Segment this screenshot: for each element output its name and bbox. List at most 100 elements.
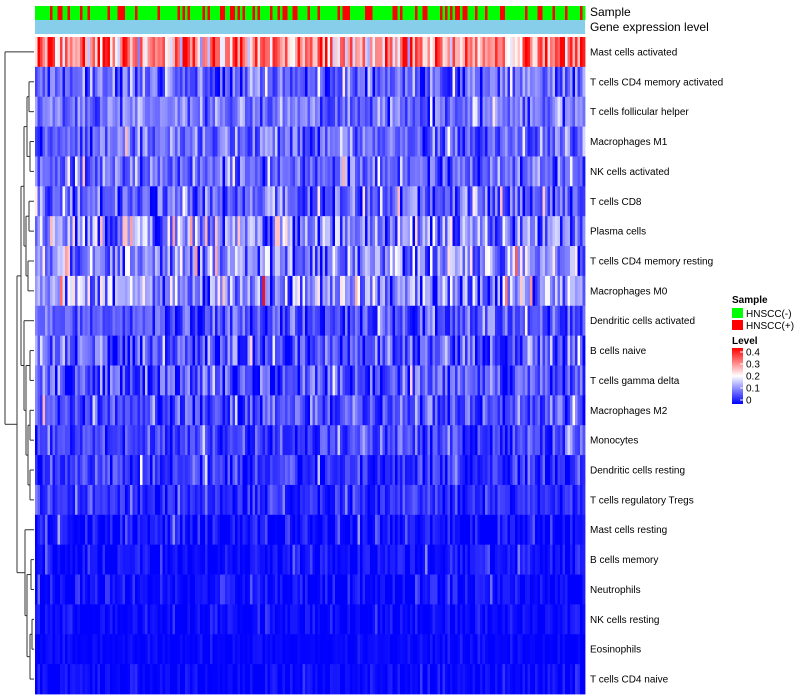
heatmap-cell bbox=[580, 275, 583, 307]
heatmap-cell bbox=[365, 604, 368, 635]
heatmap-cell bbox=[162, 574, 166, 605]
heatmap-cell bbox=[167, 365, 171, 396]
heatmap-cell bbox=[420, 544, 423, 575]
heatmap-cell bbox=[90, 66, 93, 98]
heatmap-cell bbox=[217, 216, 221, 247]
heatmap-cell bbox=[140, 484, 143, 516]
heatmap-cell bbox=[287, 335, 291, 366]
heatmap-cell bbox=[72, 425, 76, 456]
heatmap-cell bbox=[450, 96, 453, 127]
heatmap-cell bbox=[220, 186, 223, 217]
sample-annotation-cell bbox=[107, 6, 111, 20]
heatmap-cell bbox=[537, 514, 541, 546]
heatmap-cell bbox=[422, 634, 426, 665]
heatmap-cell bbox=[472, 395, 476, 426]
heatmap-cell bbox=[412, 604, 416, 635]
heatmap-cell bbox=[537, 275, 541, 307]
heatmap-cell bbox=[442, 574, 446, 605]
heatmap-cell bbox=[532, 156, 536, 187]
heatmap-cell bbox=[532, 544, 536, 575]
heatmap-cell bbox=[385, 544, 388, 575]
heatmap-cell bbox=[535, 37, 538, 68]
heatmap-cell bbox=[190, 275, 193, 307]
heatmap-cell bbox=[85, 365, 88, 396]
heatmap-cell bbox=[155, 246, 158, 277]
heatmap-cell bbox=[345, 574, 348, 605]
heatmap-cell bbox=[92, 514, 96, 546]
heatmap-cell bbox=[37, 216, 41, 247]
heatmap-cell bbox=[565, 186, 568, 217]
heatmap-cell bbox=[347, 246, 351, 277]
heatmap-cell bbox=[370, 246, 373, 277]
heatmap-cell bbox=[240, 96, 243, 127]
heatmap-cell bbox=[290, 425, 293, 456]
heatmap-cell bbox=[70, 156, 73, 187]
heatmap-cell bbox=[72, 186, 76, 217]
sample-annotation-cell bbox=[157, 6, 161, 20]
heatmap-cell bbox=[332, 335, 336, 366]
heatmap-cell bbox=[167, 96, 171, 127]
heatmap-cell bbox=[565, 156, 568, 187]
heatmap-cell bbox=[212, 634, 216, 665]
heatmap-cell bbox=[492, 455, 496, 486]
heatmap-cell bbox=[70, 425, 73, 456]
heatmap-cell bbox=[510, 574, 513, 605]
heatmap-cell bbox=[377, 216, 381, 247]
heatmap-cell bbox=[165, 604, 168, 635]
heatmap-cell bbox=[272, 305, 276, 337]
heatmap-cell bbox=[432, 275, 436, 307]
heatmap-cell bbox=[42, 634, 46, 665]
heatmap-cell bbox=[47, 126, 51, 157]
heatmap-cell bbox=[35, 365, 38, 396]
heatmap-cell bbox=[372, 305, 376, 337]
heatmap-cell bbox=[165, 484, 168, 516]
heatmap-cell bbox=[310, 604, 313, 635]
heatmap-cell bbox=[455, 574, 458, 605]
heatmap-cell bbox=[465, 66, 468, 98]
heatmap-cell bbox=[152, 425, 156, 456]
heatmap-cell bbox=[422, 544, 426, 575]
heatmap-cell bbox=[485, 514, 488, 546]
heatmap-cell bbox=[172, 186, 176, 217]
heatmap-cell bbox=[217, 455, 221, 486]
heatmap-cell bbox=[442, 216, 446, 247]
heatmap-cell bbox=[152, 514, 156, 546]
sample-annotation-cell bbox=[570, 6, 573, 20]
heatmap-cell bbox=[385, 186, 388, 217]
heatmap-cell bbox=[567, 37, 571, 68]
heatmap-cell bbox=[162, 544, 166, 575]
sample-annotation-cell bbox=[180, 6, 183, 20]
heatmap-cell bbox=[325, 365, 328, 396]
heatmap-cell bbox=[555, 365, 558, 396]
heatmap-cell bbox=[382, 604, 386, 635]
heatmap-cell bbox=[362, 216, 366, 247]
heatmap-cell bbox=[452, 216, 456, 247]
heatmap-cell bbox=[447, 604, 451, 635]
heatmap-cell bbox=[105, 544, 108, 575]
heatmap-cell bbox=[130, 574, 133, 605]
heatmap-cell bbox=[267, 604, 271, 635]
heatmap-cell bbox=[535, 365, 538, 396]
heatmap-cell bbox=[105, 634, 108, 665]
heatmap-cell bbox=[35, 544, 38, 575]
heatmap-cell bbox=[552, 96, 556, 127]
heatmap-cell bbox=[137, 484, 141, 516]
sample-annotation-cell bbox=[165, 6, 168, 20]
heatmap-cell bbox=[455, 126, 458, 157]
heatmap-cell bbox=[65, 514, 68, 546]
heatmap-cell bbox=[210, 604, 213, 635]
heatmap-cell bbox=[227, 425, 231, 456]
heatmap-cell bbox=[407, 275, 411, 307]
heatmap-cell bbox=[380, 156, 383, 187]
heatmap-cell bbox=[280, 544, 283, 575]
heatmap-cell bbox=[427, 484, 431, 516]
heatmap-cell bbox=[410, 544, 413, 575]
heatmap-cell bbox=[295, 305, 298, 337]
heatmap-cell bbox=[275, 425, 278, 456]
heatmap-cell bbox=[132, 544, 136, 575]
heatmap-cell bbox=[85, 395, 88, 426]
heatmap-cell bbox=[580, 455, 583, 486]
heatmap-cell bbox=[160, 96, 163, 127]
heatmap-cell bbox=[477, 275, 481, 307]
heatmap-cell bbox=[470, 634, 473, 665]
